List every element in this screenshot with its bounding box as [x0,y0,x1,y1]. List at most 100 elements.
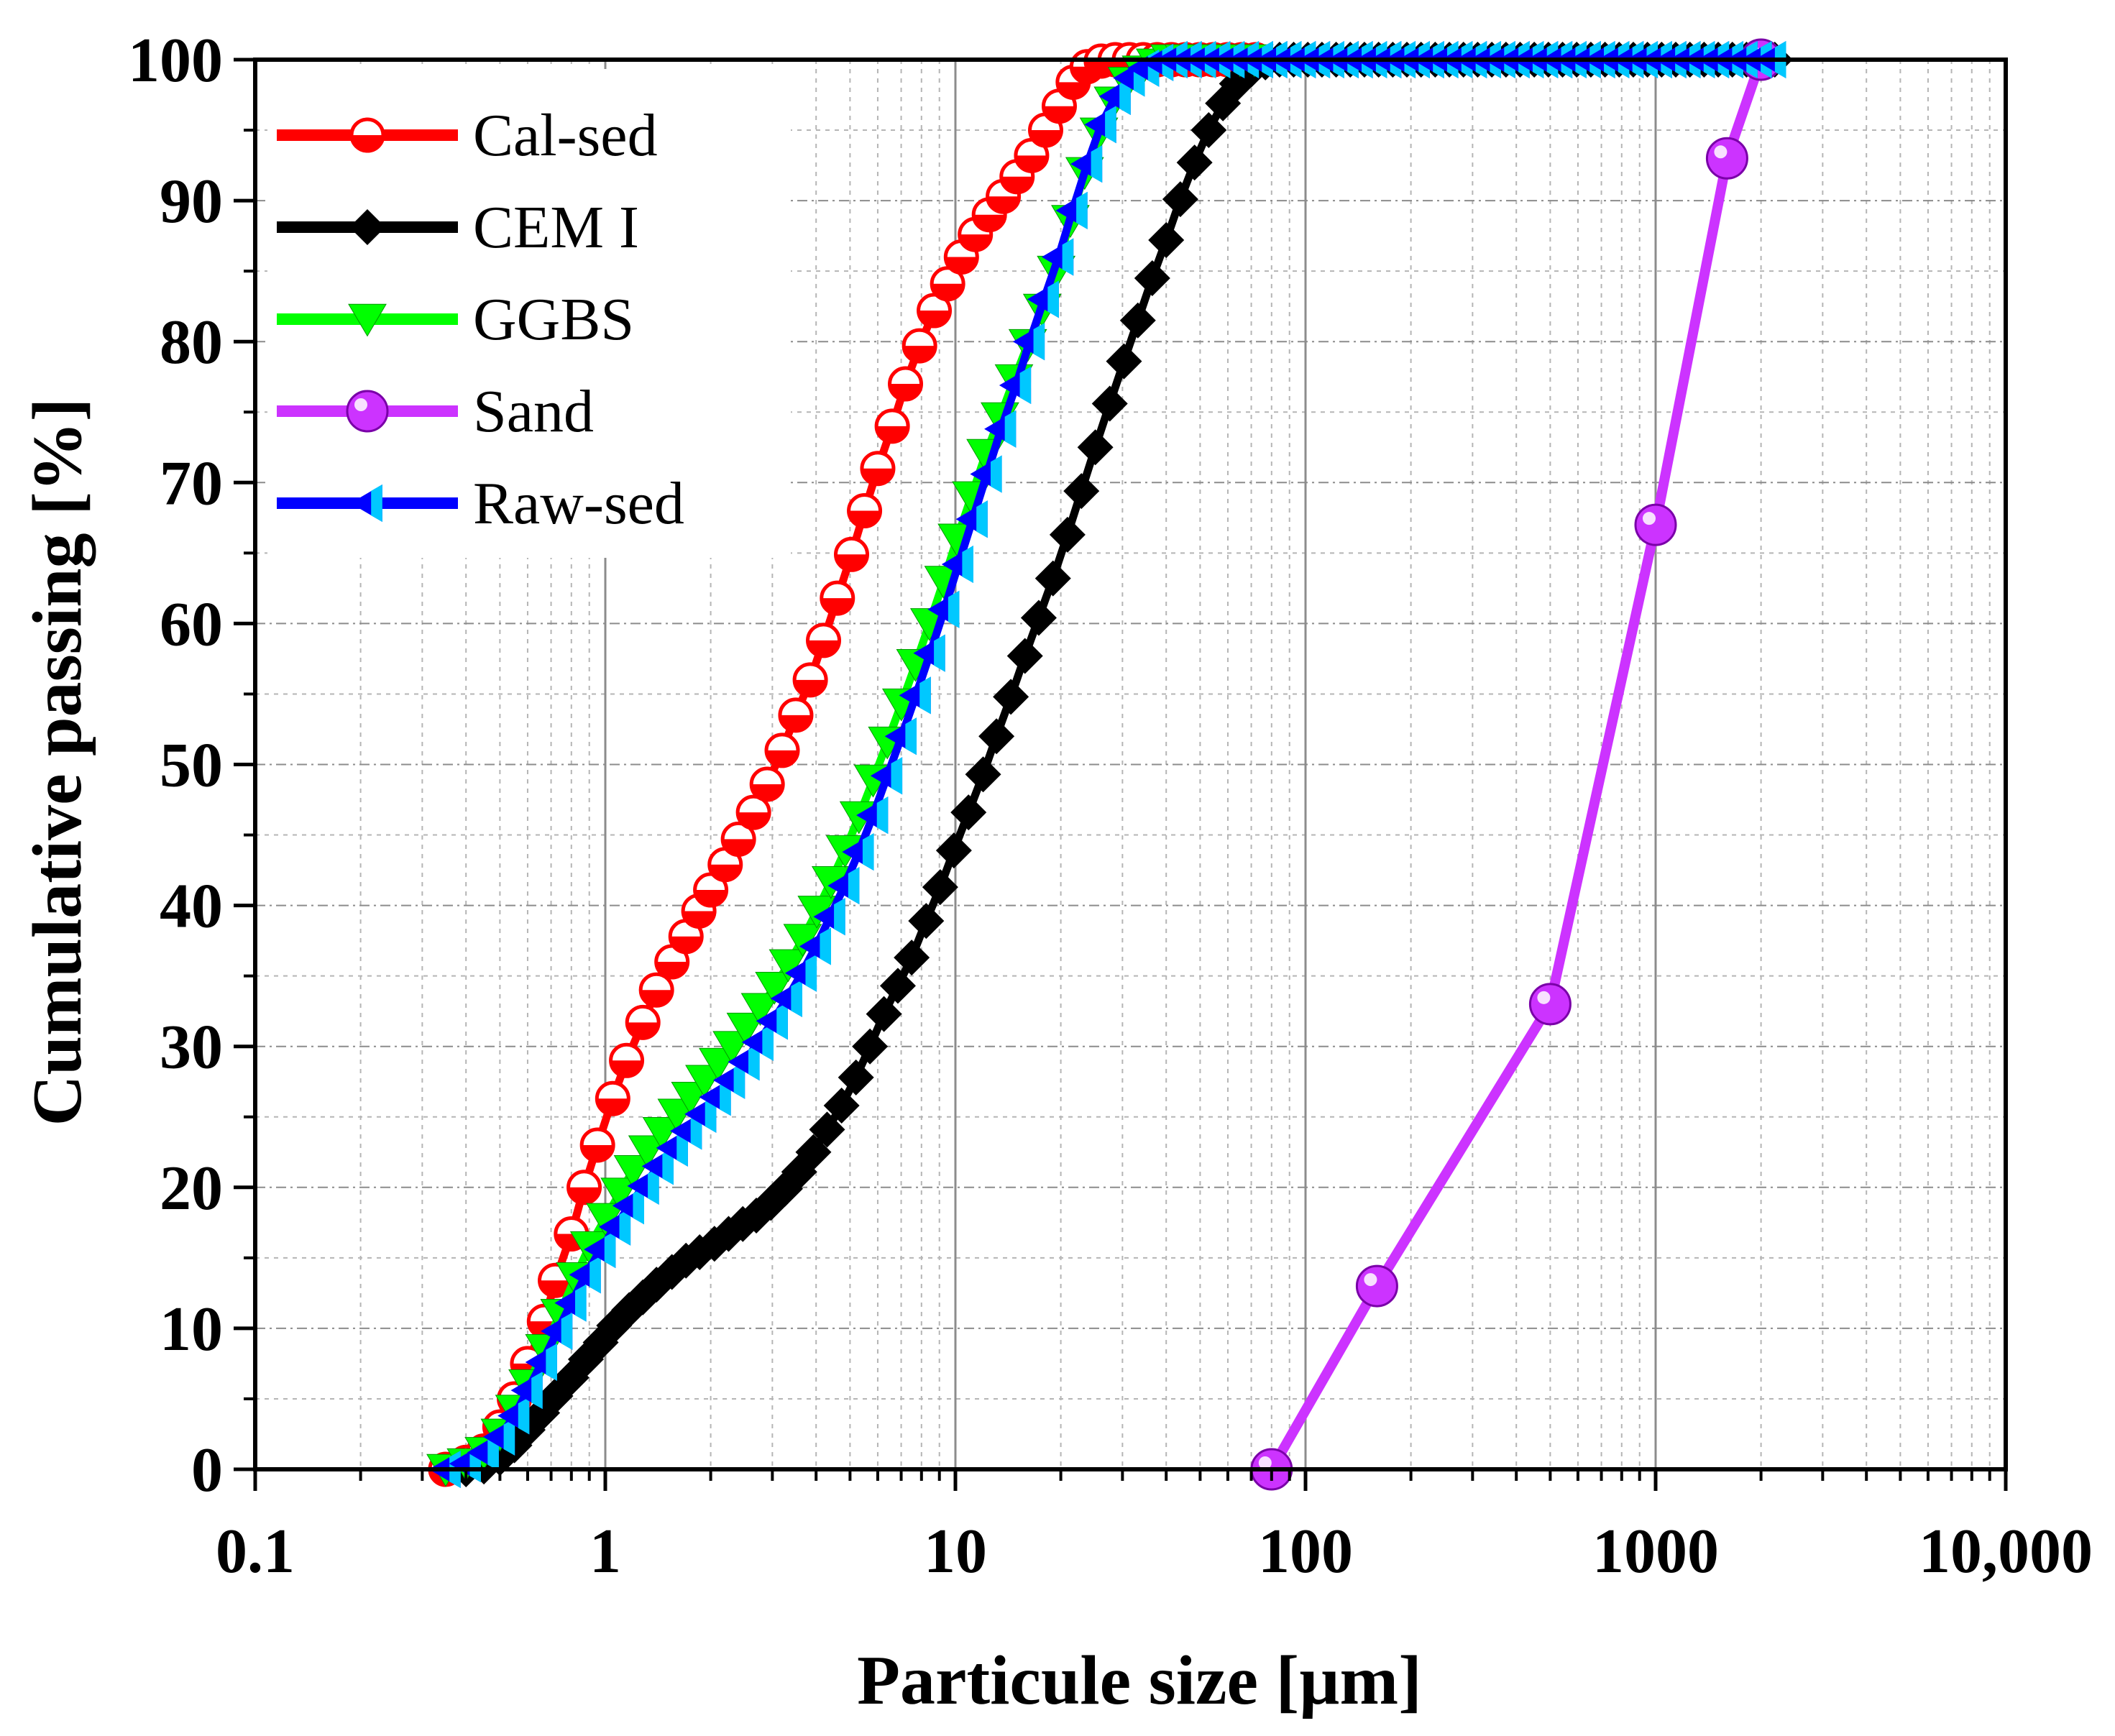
data-point-ggbs [740,993,780,1027]
marker-shine [1714,145,1728,159]
y-tick-label: 90 [160,167,223,236]
data-point-raw-sed [598,1208,631,1246]
data-point-cem-i [1148,222,1185,259]
marker-highlight [820,927,832,965]
data-point-raw-sed [770,980,802,1018]
marker-half-fill [987,196,1019,213]
y-tick-label: 60 [160,589,223,659]
data-point-raw-sed [1055,191,1088,229]
marker-shape [348,303,387,337]
marker-highlight [1091,145,1103,183]
data-point-cem-i [965,756,1001,793]
marker-shape [965,756,1001,793]
data-point-cem-i [978,718,1015,755]
data-point-raw-sed [627,1167,659,1205]
data-point-ggbs [613,1154,653,1188]
marker-highlight [776,1002,788,1040]
marker-half-fill [1001,176,1033,193]
marker-highlight [531,1372,543,1410]
data-point-cal-sed [609,1042,645,1078]
data-point-cem-i [795,1134,832,1170]
marker-shape [769,949,808,983]
legend-label: GGBS [473,286,634,353]
marker-half-fill [932,283,964,300]
marker-highlight [848,867,860,905]
data-point-cem-i [935,832,972,869]
data-point-raw-sed [927,590,960,628]
y-tick-label: 10 [160,1295,223,1364]
x-tick-label: 100 [1258,1517,1353,1586]
legend-item-ggbs: GGBS [277,286,634,353]
marker-highlight [876,796,889,835]
data-point-raw-sed [941,546,973,584]
y-tick-label: 100 [128,26,223,96]
marker-half-fill [945,257,978,273]
data-point-sand [1705,137,1748,180]
marker-shape [908,903,945,940]
marker-half-fill [694,890,727,906]
marker-shape [671,1081,710,1115]
marker-half-fill [1029,130,1062,147]
marker-highlight [762,1023,774,1061]
marker-highlight [503,1418,515,1456]
data-point-cem-i [879,968,916,1004]
y-tick-label: 40 [160,872,223,942]
data-point-raw-sed [1098,77,1131,115]
legend-item-cem-i: CEM I [277,194,639,261]
data-point-sand [1355,1264,1398,1308]
marker-highlight [1105,106,1116,144]
marker-shape [1190,112,1227,149]
marker-half-fill [597,1098,629,1115]
marker-highlight [891,757,903,795]
legend-label: Cal-sed [473,102,658,169]
data-point-raw-sed [554,1284,587,1322]
data-point-cal-sed [917,293,953,329]
data-point-cal-sed [847,493,883,529]
data-point-ggbs [671,1081,710,1115]
marker-half-fill [751,784,784,800]
data-point-cem-i [852,1028,889,1065]
marker-half-fill [779,715,812,731]
data-point-cem-i [1162,181,1198,218]
marker-highlight [546,1343,557,1381]
marker-half-fill [568,1187,600,1203]
data-point-raw-sed [712,1061,745,1099]
marker-highlight [518,1397,530,1435]
marker-shape [1176,144,1213,181]
legend-marker [346,390,389,433]
data-point-raw-sed [641,1147,674,1185]
marker-half-fill [876,426,909,442]
data-point-raw-sed [1027,280,1059,318]
data-point-cem-i [1077,429,1114,466]
marker-shape [755,972,794,1005]
marker-shape [809,1111,845,1148]
marker-half-fill [889,384,922,400]
marker-shine [1537,991,1551,1004]
marker-shape [922,869,958,906]
data-point-cal-sed [778,697,814,733]
data-point-raw-sed [970,455,1002,493]
marker-shape [1106,343,1142,380]
marker-half-fill [835,554,868,571]
marker-shape [1528,983,1572,1026]
marker-half-fill [848,510,881,527]
marker-shape [726,1012,766,1046]
marker-highlight [919,676,931,715]
data-point-cal-sed [625,1004,661,1040]
data-point-raw-sed [569,1256,601,1294]
marker-highlight [990,455,1002,493]
data-point-raw-sed [955,500,988,538]
marker-shape [894,940,930,976]
legend-item-raw-sed: Raw-sed [277,470,684,537]
data-point-raw-sed [813,898,845,936]
data-point-raw-sed [884,717,917,756]
data-point-raw-sed [756,1002,788,1040]
data-point-raw-sed [842,833,874,871]
data-point-cem-i [1006,638,1043,674]
legend-marker [350,484,382,522]
legend-marker [349,117,385,153]
marker-highlight [805,954,817,992]
data-point-cal-sed [720,821,756,857]
data-point-raw-sed [899,676,931,715]
marker-highlight [575,1284,587,1322]
